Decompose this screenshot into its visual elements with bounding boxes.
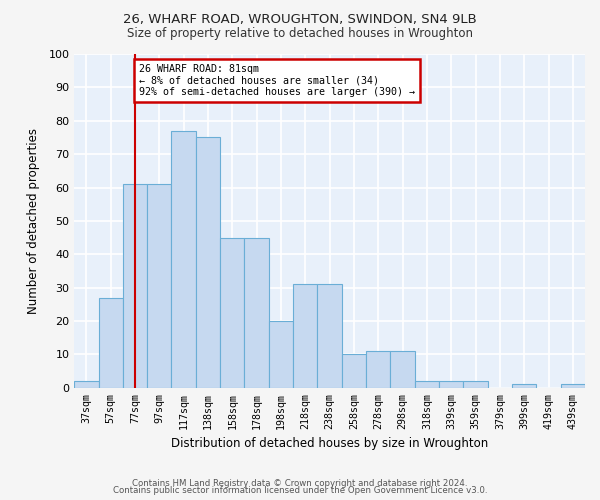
Text: 26 WHARF ROAD: 81sqm
← 8% of detached houses are smaller (34)
92% of semi-detach: 26 WHARF ROAD: 81sqm ← 8% of detached ho… <box>139 64 415 97</box>
Bar <box>123 184 147 388</box>
Bar <box>172 131 196 388</box>
Bar <box>74 381 98 388</box>
Text: 26, WHARF ROAD, WROUGHTON, SWINDON, SN4 9LB: 26, WHARF ROAD, WROUGHTON, SWINDON, SN4 … <box>123 12 477 26</box>
Bar <box>560 384 585 388</box>
Bar <box>98 298 123 388</box>
Bar <box>244 238 269 388</box>
Y-axis label: Number of detached properties: Number of detached properties <box>27 128 40 314</box>
Bar <box>220 238 244 388</box>
Bar <box>439 381 463 388</box>
Text: Contains public sector information licensed under the Open Government Licence v3: Contains public sector information licen… <box>113 486 487 495</box>
Bar <box>342 354 366 388</box>
Bar <box>196 138 220 388</box>
Bar <box>147 184 172 388</box>
Bar <box>317 284 342 388</box>
Bar <box>415 381 439 388</box>
Bar <box>293 284 317 388</box>
Bar <box>269 321 293 388</box>
Text: Size of property relative to detached houses in Wroughton: Size of property relative to detached ho… <box>127 28 473 40</box>
Bar <box>463 381 488 388</box>
X-axis label: Distribution of detached houses by size in Wroughton: Distribution of detached houses by size … <box>171 437 488 450</box>
Bar <box>512 384 536 388</box>
Bar <box>366 351 391 388</box>
Bar <box>391 351 415 388</box>
Text: Contains HM Land Registry data © Crown copyright and database right 2024.: Contains HM Land Registry data © Crown c… <box>132 478 468 488</box>
